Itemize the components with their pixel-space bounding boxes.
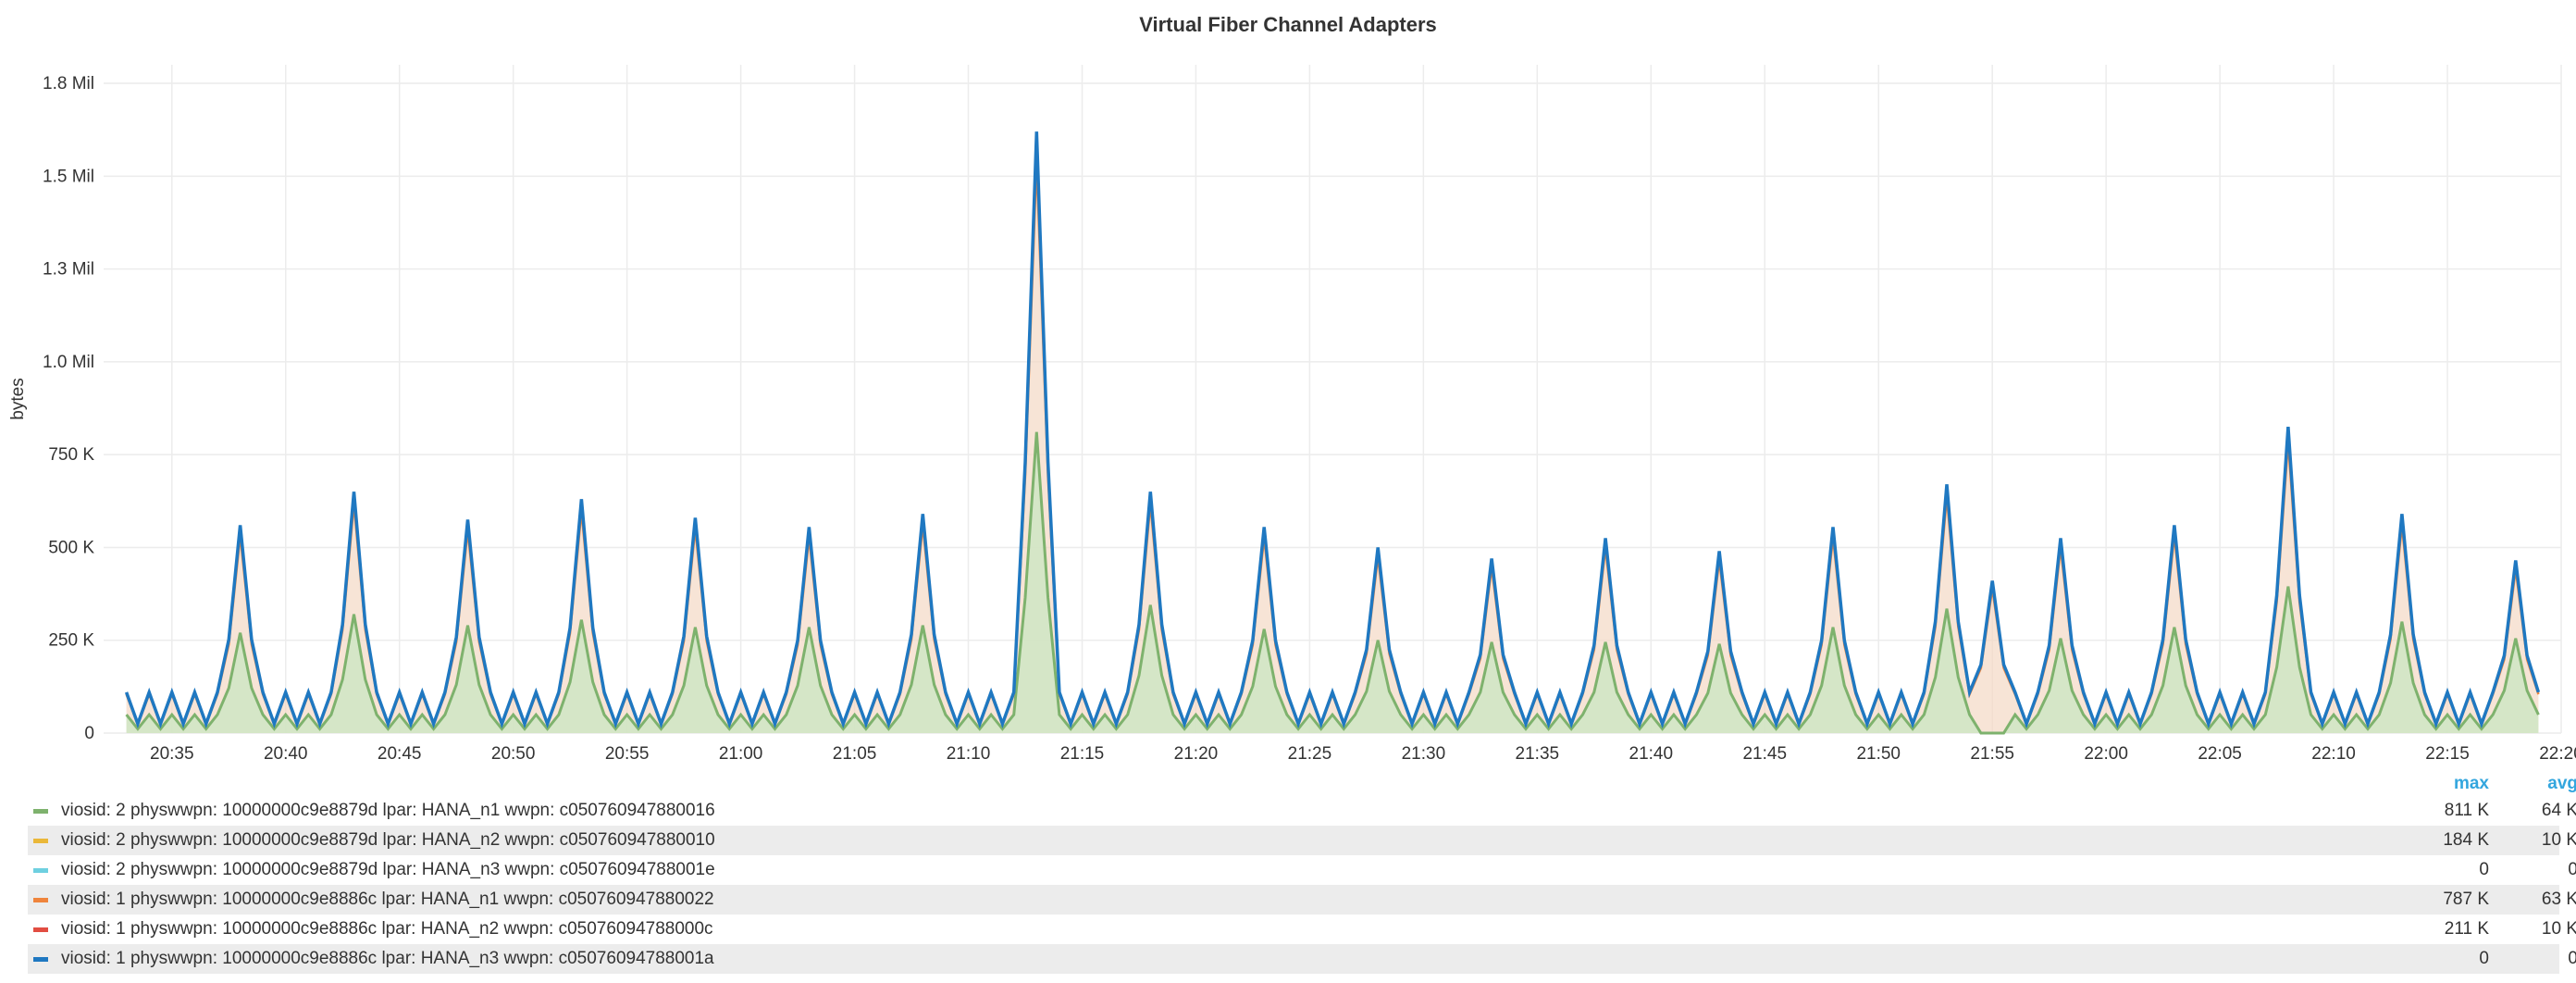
x-tick-label: 22:15 [2425,744,2470,764]
chart-title: Virtual Fiber Channel Adapters [1139,13,1437,36]
x-tick-label: 21:00 [719,744,763,764]
legend-swatch[interactable] [33,898,48,902]
series-line-total [124,131,2541,729]
x-tick-label: 21:25 [1288,744,1332,764]
legend-label[interactable]: viosid: 2 physwwpn: 10000000c9e8879d lpa… [61,860,715,879]
x-tick-label: 22:00 [2084,744,2128,764]
x-tick-label: 20:40 [264,744,308,764]
legend-swatch[interactable] [33,927,48,932]
y-tick-label: 750 K [48,445,94,465]
legend: max avg viosid: 2 physwwpn: 10000000c9e8… [28,772,2576,974]
legend-max-value: 0 [2479,860,2489,879]
legend-max-value: 184 K [2443,830,2489,850]
x-tick-label: 20:55 [605,744,650,764]
chart-plot: 0 250 K 500 K 750 K 1.0 Mil 1.3 Mil 1.5 Mil 1.8… [8,65,2576,764]
x-tick-label: 21:20 [1174,744,1219,764]
x-tick-label: 22:10 [2311,744,2356,764]
y-tick-label: 1.3 Mil [43,260,94,280]
legend-avg-value: 63 K [2541,890,2576,909]
series-line-n1-vios2 [125,431,2540,735]
legend-avg-value: 64 K [2541,801,2576,820]
legend-swatch[interactable] [33,839,48,843]
legend-col-avg[interactable]: avg [2547,774,2576,793]
x-tick-label: 22:05 [2198,744,2242,764]
legend-avg-value: 10 K [2541,830,2576,850]
legend-label[interactable]: viosid: 2 physwwpn: 10000000c9e8879d lpa… [61,801,715,820]
legend-max-value: 0 [2479,949,2489,968]
x-tick-label: 21:40 [1629,744,1674,764]
x-tick-label: 21:10 [947,744,991,764]
legend-max-value: 211 K [2444,919,2489,939]
x-tick-label: 21:45 [1742,744,1787,764]
x-tick-label: 20:45 [378,744,422,764]
x-tick-label: 21:35 [1516,744,1560,764]
y-tick-label: 500 K [48,538,94,557]
y-tick-label: 1.0 Mil [43,353,94,372]
y-axis-label: bytes [8,378,28,419]
x-tick-label: 20:35 [150,744,194,764]
legend-avg-value: 0 [2568,949,2576,968]
x-tick-label: 20:50 [491,744,536,764]
legend-max-value: 811 K [2444,801,2489,820]
x-tick-label: 21:50 [1856,744,1901,764]
legend-col-max[interactable]: max [2453,774,2489,793]
legend-label[interactable]: viosid: 1 physwwpn: 10000000c9e8886c lpa… [61,890,714,909]
y-tick-label: 1.5 Mil [43,167,94,186]
x-tick-label: 21:55 [1970,744,2014,764]
legend-label[interactable]: viosid: 1 physwwpn: 10000000c9e8886c lpa… [61,919,713,939]
y-tick-label: 0 [84,724,94,743]
legend-label[interactable]: viosid: 2 physwwpn: 10000000c9e8879d lpa… [61,830,715,850]
x-tick-label: 21:15 [1060,744,1105,764]
y-tick-label: 250 K [48,631,94,651]
series-area-n1 [126,431,2539,733]
legend-avg-value: 10 K [2541,919,2576,939]
x-tick-label: 22:20 [2539,744,2576,764]
legend-swatch[interactable] [33,868,48,873]
legend-item[interactable]: viosid: 2 physwwpn: 10000000c9e8879d lpa… [28,796,2576,826]
x-tick-label: 21:30 [1402,744,1446,764]
legend-item[interactable]: viosid: 1 physwwpn: 10000000c9e8886c lpa… [28,944,2576,974]
legend-max-value: 787 K [2443,890,2489,909]
legend-swatch[interactable] [33,957,48,962]
legend-item[interactable]: viosid: 2 physwwpn: 10000000c9e8879d lpa… [28,855,2576,885]
legend-item[interactable]: viosid: 1 physwwpn: 10000000c9e8886c lpa… [28,915,2576,944]
legend-swatch[interactable] [33,809,48,814]
legend-item[interactable]: viosid: 1 physwwpn: 10000000c9e8886c lpa… [28,885,2576,915]
legend-header: max avg [28,772,2576,796]
legend-item[interactable]: viosid: 2 physwwpn: 10000000c9e8879d lpa… [28,826,2576,855]
legend-avg-value: 0 [2568,860,2576,879]
legend-label[interactable]: viosid: 1 physwwpn: 10000000c9e8886c lpa… [61,949,714,968]
y-tick-label: 1.8 Mil [43,74,94,93]
x-tick-label: 21:05 [833,744,877,764]
